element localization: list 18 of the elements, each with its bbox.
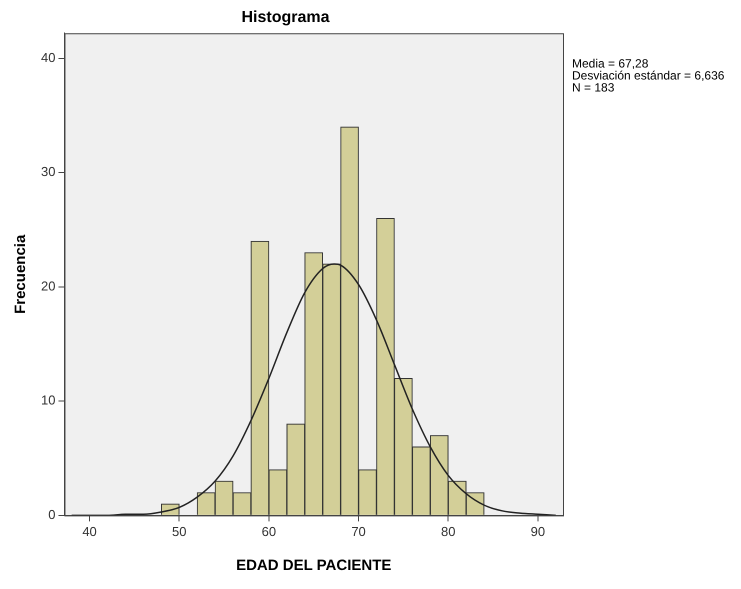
text: Desviación estándar = 6,636 [572, 68, 725, 83]
text: N = 183 [572, 80, 615, 95]
y-axis-title: Frecuencia [12, 234, 30, 314]
chart-title: Histograma [241, 9, 330, 26]
x-axis-title: EDAD DEL PACIENTE [236, 557, 392, 574]
y-tick-label: 10 [40, 392, 56, 408]
line-series [70, 263, 557, 516]
y-tick-label: 20 [40, 278, 56, 294]
x-tick-label: 80 [440, 524, 456, 539]
text: Media = 67,28 [572, 56, 649, 71]
x-tick-label: 70 [351, 524, 366, 539]
y-tick-label: 30 [40, 164, 56, 180]
y-tick-label: 40 [40, 50, 56, 65]
x-tick-label: 90 [530, 524, 546, 539]
x-tick-label: 40 [82, 524, 97, 539]
x-tick-label: 60 [262, 524, 276, 539]
x-tick-label: 50 [172, 524, 186, 539]
y-tick-label: 0 [48, 506, 56, 522]
